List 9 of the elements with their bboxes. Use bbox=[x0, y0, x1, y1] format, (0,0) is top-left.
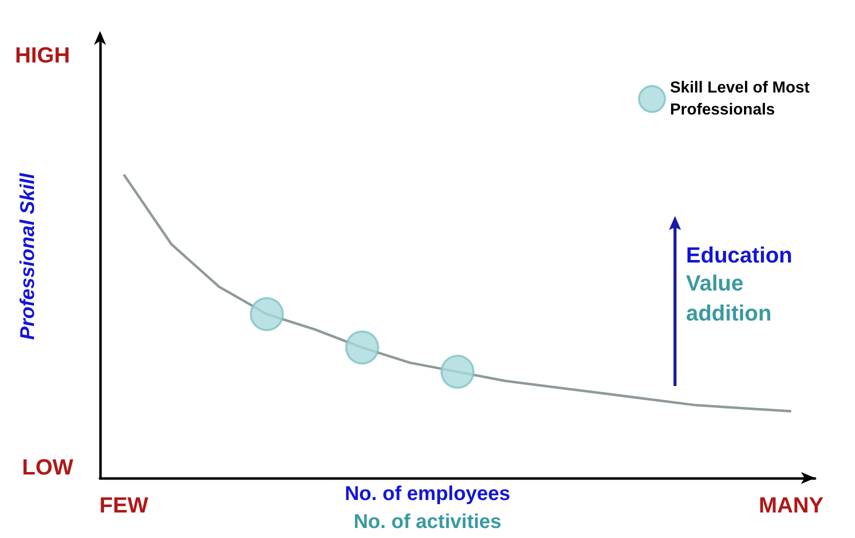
legend-label: Skill Level of Most Professionals bbox=[670, 80, 814, 118]
text: HIGH bbox=[15, 42, 70, 68]
x-tick-label: MANY bbox=[758, 492, 824, 518]
y-axis-title: Professional Skill bbox=[17, 172, 39, 340]
text: LOW bbox=[22, 454, 74, 480]
x-tick-label: FEW bbox=[99, 492, 148, 518]
annotation: Value addition bbox=[686, 270, 772, 326]
x-axis-title: No. of employees No. of activities bbox=[344, 483, 510, 533]
annotation: Education bbox=[686, 242, 792, 268]
